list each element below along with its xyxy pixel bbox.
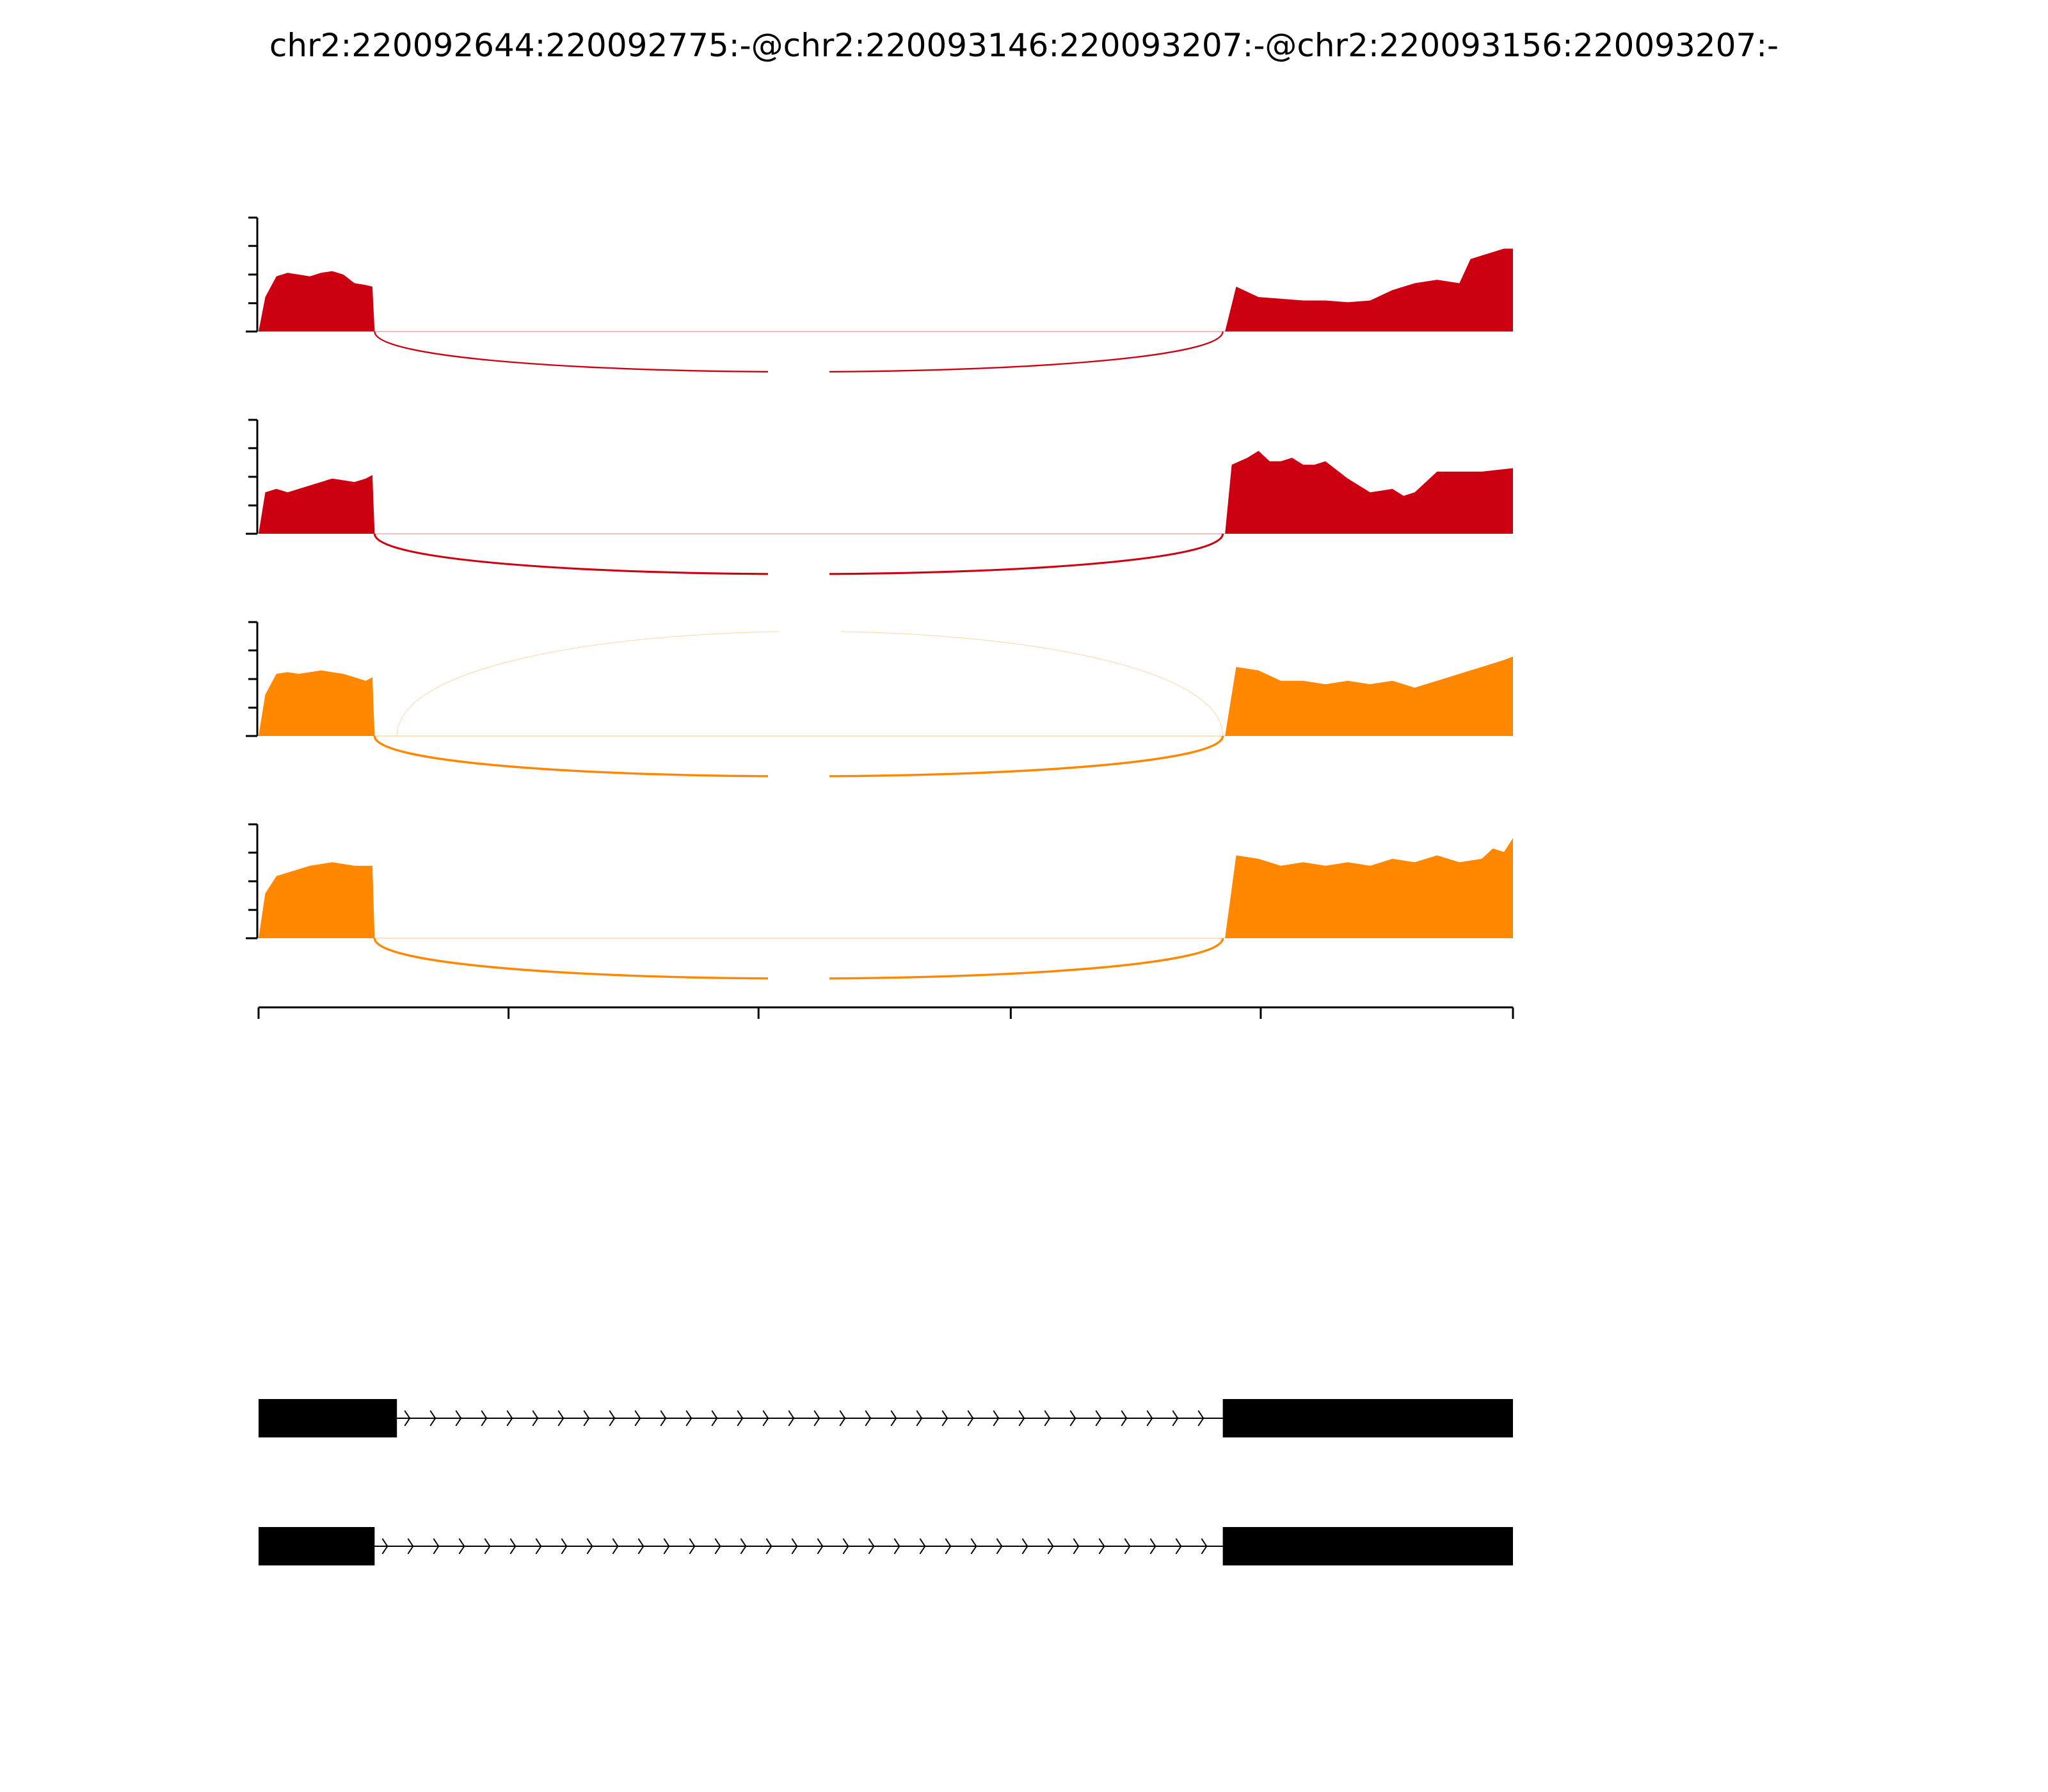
strand-arrow: [868, 1538, 875, 1555]
exon-block: [1222, 1399, 1513, 1437]
strand-arrow: [609, 1410, 616, 1427]
strand-arrow: [407, 1538, 414, 1555]
strand-arrow: [1044, 1410, 1051, 1427]
strand-arrow: [890, 1410, 897, 1427]
strand-arrow: [660, 1410, 667, 1427]
strand-arrow: [1124, 1538, 1131, 1555]
x-axis: [257, 1006, 1514, 1019]
strand-arrow: [433, 1538, 440, 1555]
strand-arrow: [788, 1410, 795, 1427]
strand-arrow: [1018, 1410, 1025, 1427]
junction-label-bg: [767, 557, 829, 582]
track-2: [246, 419, 1513, 582]
track-1: [246, 216, 1513, 380]
strand-arrow: [945, 1538, 952, 1555]
strand-arrow: [561, 1538, 568, 1555]
strand-arrow: [1121, 1410, 1128, 1427]
strand-arrow: [1172, 1410, 1179, 1427]
strand-arrow: [481, 1410, 488, 1427]
strand-arrow: [1098, 1538, 1105, 1555]
strand-arrow: [1149, 1538, 1156, 1555]
strand-arrow: [967, 1410, 974, 1427]
figure-title: chr2:220092644:220092775:-@chr2:22009314…: [269, 27, 1779, 64]
strand-arrow: [1197, 1410, 1204, 1427]
strand-arrow: [583, 1410, 590, 1427]
junction-arc: [396, 631, 1224, 737]
gene-model-2: [259, 1527, 1513, 1565]
strand-arrow: [1021, 1538, 1028, 1555]
strand-arrow: [1073, 1538, 1080, 1555]
exon-block: [259, 1399, 397, 1437]
gene-model-1: [259, 1399, 1513, 1437]
strand-arrow: [893, 1538, 900, 1555]
exon-block: [259, 1527, 375, 1565]
strand-arrow: [765, 1538, 772, 1555]
strand-arrow: [1146, 1410, 1153, 1427]
gene-models: [259, 1399, 1513, 1565]
strand-arrow: [506, 1410, 513, 1427]
strand-arrow: [586, 1538, 593, 1555]
strand-arrow: [740, 1538, 747, 1555]
strand-arrow: [484, 1538, 491, 1555]
strand-arrow: [637, 1538, 644, 1555]
strand-arrow: [685, 1410, 692, 1427]
strand-arrow: [381, 1538, 388, 1555]
coverage-area: [259, 451, 1513, 534]
strand-arrow: [458, 1538, 465, 1555]
strand-arrow: [455, 1410, 462, 1427]
track-4: [246, 823, 1513, 987]
strand-arrow: [404, 1410, 411, 1427]
strand-arrow: [941, 1410, 948, 1427]
coverage-tracks: [246, 216, 1513, 987]
strand-arrow: [993, 1410, 1000, 1427]
strand-arrow: [970, 1538, 977, 1555]
strand-arrow: [1201, 1538, 1208, 1555]
coverage-area: [259, 838, 1513, 938]
strand-arrow: [996, 1538, 1003, 1555]
track-3: [246, 614, 1513, 785]
strand-arrow: [1069, 1410, 1076, 1427]
exon-block: [1222, 1527, 1513, 1565]
junction-label-bg: [779, 614, 841, 640]
strand-arrow: [509, 1538, 516, 1555]
strand-arrow: [842, 1538, 849, 1555]
coverage-area: [259, 248, 1513, 332]
coverage-area: [259, 656, 1513, 736]
strand-arrow: [839, 1410, 846, 1427]
strand-arrow: [612, 1538, 619, 1555]
strand-arrow: [762, 1410, 769, 1427]
strand-arrow: [919, 1538, 926, 1555]
strand-arrow: [663, 1538, 670, 1555]
strand-arrow: [532, 1410, 539, 1427]
junction-label-bg: [767, 961, 829, 987]
strand-arrow: [737, 1410, 744, 1427]
strand-arrow: [557, 1410, 564, 1427]
strand-arrow: [1047, 1538, 1054, 1555]
strand-arrow: [865, 1410, 872, 1427]
strand-arrow: [791, 1538, 798, 1555]
strand-arrow: [535, 1538, 542, 1555]
strand-arrow: [916, 1410, 923, 1427]
strand-arrow: [714, 1538, 721, 1555]
strand-arrow: [1095, 1410, 1102, 1427]
junction-label-bg: [767, 355, 829, 380]
strand-arrow: [817, 1538, 824, 1555]
strand-arrow: [813, 1410, 820, 1427]
junction-label-bg: [767, 759, 829, 785]
strand-arrow: [689, 1538, 696, 1555]
strand-arrow: [429, 1410, 436, 1427]
strand-arrow: [634, 1410, 641, 1427]
strand-arrow: [1175, 1538, 1182, 1555]
strand-arrow: [711, 1410, 718, 1427]
